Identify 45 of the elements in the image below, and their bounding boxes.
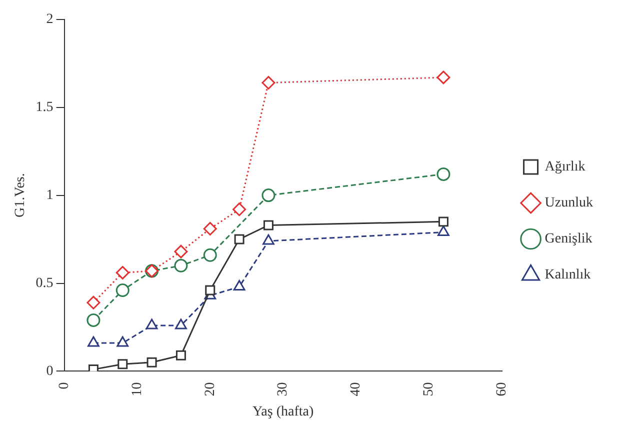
point <box>176 350 186 360</box>
point <box>146 357 157 368</box>
point <box>438 225 450 236</box>
point <box>232 202 246 216</box>
point <box>86 296 100 310</box>
point <box>233 280 246 291</box>
x-tick-label: 10 <box>130 382 145 396</box>
x-tick-label: 0 <box>56 382 72 390</box>
point <box>262 188 276 202</box>
y-tick-label: 0 <box>46 364 54 379</box>
y-tick-label: 2 <box>46 12 54 28</box>
point <box>174 244 188 258</box>
point <box>234 234 244 244</box>
point <box>203 222 217 236</box>
x-axis-title: Yaş (hafta) <box>252 404 314 420</box>
point <box>116 284 130 298</box>
legend-label: Genişlik <box>544 232 592 247</box>
x-tick-label: 60 <box>494 382 510 396</box>
point <box>438 216 448 227</box>
x-tick-label: 50 <box>422 382 437 396</box>
legend-label: Uzunluk <box>544 196 594 211</box>
point <box>203 248 217 262</box>
point <box>174 258 188 272</box>
point <box>436 167 450 181</box>
legend-label: Ağırlık <box>544 160 586 175</box>
x-tick-label: 30 <box>276 382 291 396</box>
point <box>88 336 100 347</box>
point <box>436 70 450 84</box>
point <box>175 318 187 330</box>
legend-label: Kalınlık <box>544 268 591 283</box>
point <box>205 285 216 296</box>
point <box>86 313 100 327</box>
y-tick-label: 1 <box>46 188 54 203</box>
point <box>262 76 276 90</box>
x-tick-label: 20 <box>202 382 218 396</box>
point <box>116 336 129 347</box>
y-tick-label: 0.5 <box>36 276 54 291</box>
point <box>263 220 274 230</box>
x-tick-label: 40 <box>348 382 364 396</box>
point <box>118 359 128 370</box>
y-tick-label: 1.5 <box>36 100 54 116</box>
point <box>146 318 158 330</box>
point <box>116 266 130 280</box>
y-axis-title: G1.Ves. <box>13 173 28 218</box>
point <box>262 234 274 245</box>
